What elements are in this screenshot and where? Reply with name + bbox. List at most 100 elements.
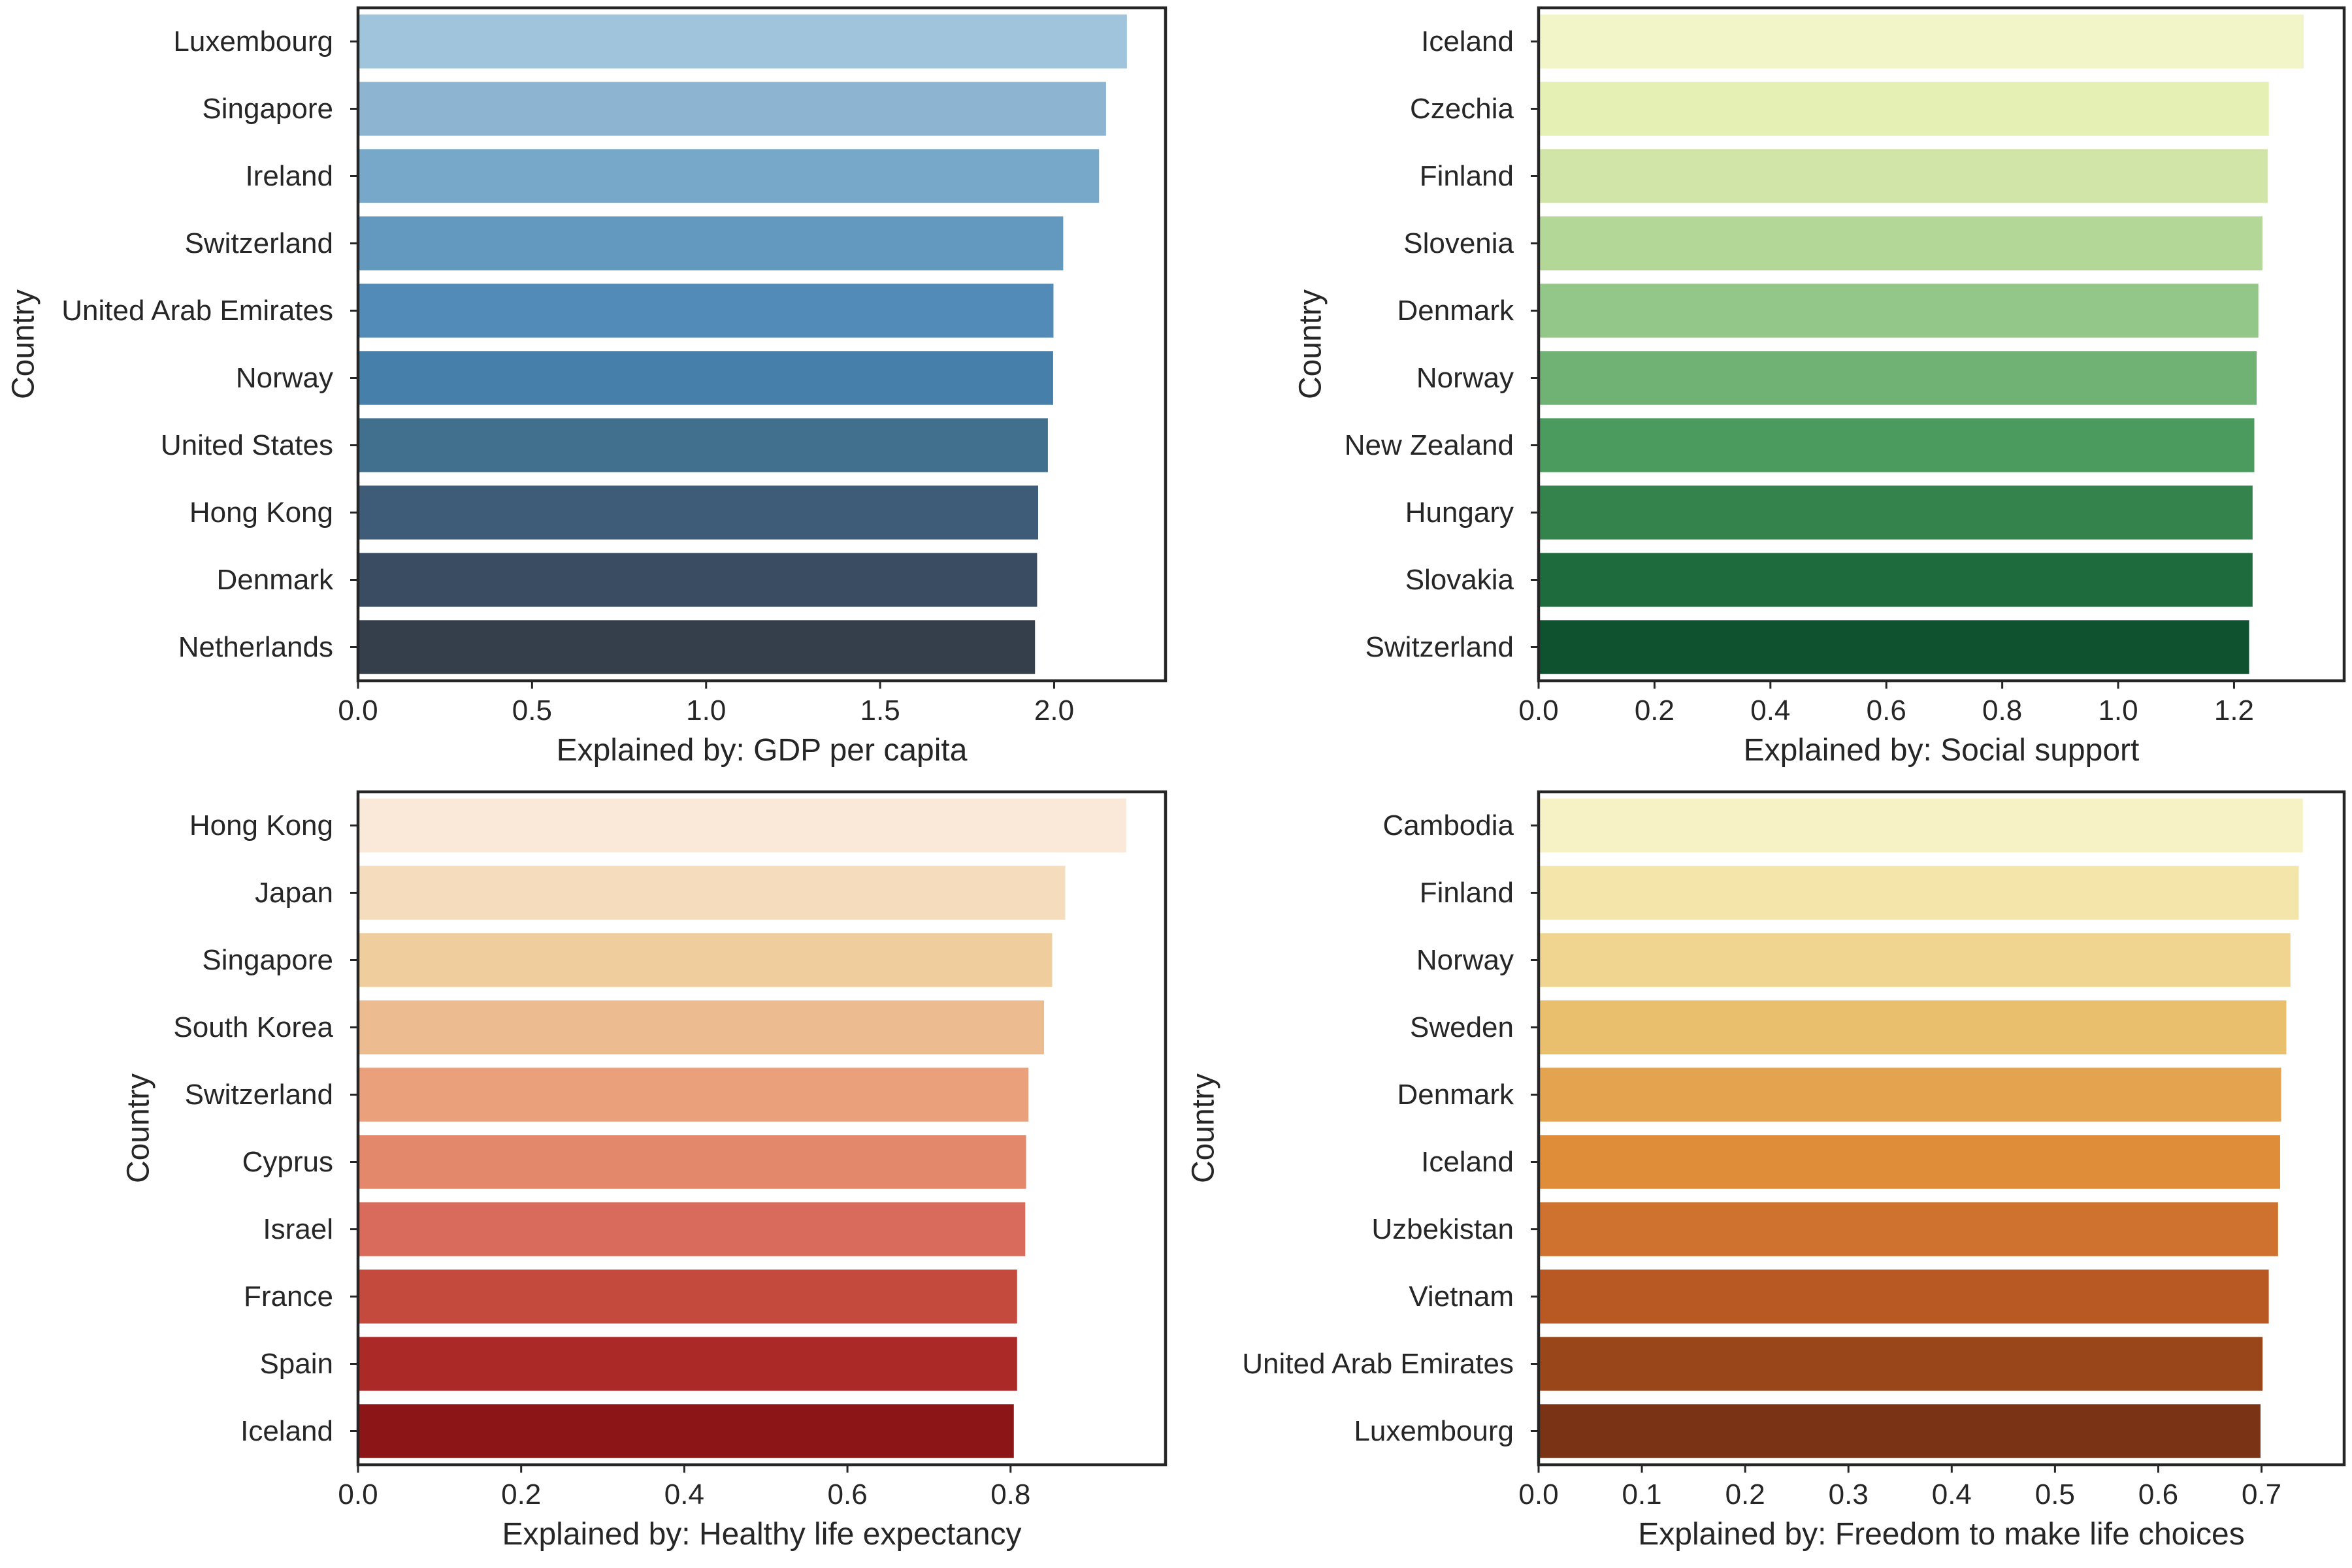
x-tick-label: 0.8 <box>990 1478 1030 1511</box>
y-tick-label: Singapore <box>202 93 333 125</box>
bar-norway <box>358 351 1053 405</box>
bar-france <box>358 1269 1017 1324</box>
x-axis-label: Explained by: Social support <box>1744 733 2140 768</box>
y-axis-label: Country <box>122 1073 156 1183</box>
x-tick-label: 0.5 <box>2035 1478 2075 1511</box>
bar-slovenia <box>1539 216 2262 270</box>
y-tick-label: Cambodia <box>1382 809 1514 841</box>
bar-switzerland <box>358 1068 1029 1122</box>
y-tick-label: United States <box>161 429 333 461</box>
axes-frame <box>356 790 1168 1467</box>
x-tick-label: 1.0 <box>686 694 726 727</box>
x-tick-label: 0.5 <box>512 694 552 727</box>
bar-iceland <box>1539 14 2304 69</box>
y-tick-label: Netherlands <box>178 631 333 663</box>
y-tick-label: Norway <box>1416 944 1514 976</box>
bar-netherlands <box>358 620 1036 674</box>
x-tick-label: 2.0 <box>1034 694 1074 727</box>
chart-panel-3: Hong Kong Japan Singapore South Korea Switze… <box>122 790 1168 1552</box>
y-tick-label: Singapore <box>202 944 333 976</box>
y-tick-label: Denmark <box>1397 1079 1514 1111</box>
bar-denmark <box>1539 284 2259 338</box>
bar-singapore <box>358 933 1053 987</box>
x-tick-label: 1.2 <box>2214 694 2254 727</box>
y-tick-label: United Arab Emirates <box>61 295 333 327</box>
y-axis-label: Country <box>7 289 41 399</box>
bar-norway <box>1539 351 2257 405</box>
y-tick-label: Ireland <box>245 160 333 192</box>
bar-slovakia <box>1539 553 2253 607</box>
bar-czechia <box>1539 82 2269 136</box>
y-tick-label: Czechia <box>1410 93 1514 125</box>
axes-frame <box>1537 6 2346 683</box>
x-tick-label: 1.5 <box>860 694 900 727</box>
x-tick-label: 0.0 <box>338 1478 378 1511</box>
chart-panel-1: Luxembourg Singapore Ireland Switzerland Uni… <box>7 6 1168 768</box>
bar-norway <box>1539 933 2291 987</box>
bar-japan <box>358 866 1066 920</box>
y-tick-label: United Arab Emirates <box>1242 1348 1514 1380</box>
x-tick-label: 0.4 <box>664 1478 704 1511</box>
bar-vietnam <box>1539 1269 2269 1324</box>
y-tick-label: Luxembourg <box>1354 1415 1514 1447</box>
bar-finland <box>1539 866 2299 920</box>
x-axis-label: Explained by: GDP per capita <box>557 733 968 768</box>
x-tick-label: 0.3 <box>1829 1478 1869 1511</box>
y-tick-label: Iceland <box>240 1415 333 1447</box>
y-tick-label: Vietnam <box>1409 1281 1514 1313</box>
bar-sweden <box>1539 1000 2287 1054</box>
bar-united-states <box>358 418 1048 472</box>
x-tick-label: 0.6 <box>828 1478 868 1511</box>
x-tick-label: 0.0 <box>1518 1478 1558 1511</box>
bar-switzerland <box>1539 620 2249 674</box>
y-tick-label: Denmark <box>1397 295 1514 327</box>
bar-luxembourg <box>358 14 1127 69</box>
bar-denmark <box>358 553 1037 607</box>
y-tick-label: Norway <box>236 362 333 394</box>
bar-finland <box>1539 149 2268 203</box>
x-tick-label: 0.7 <box>2242 1478 2281 1511</box>
bar-south-korea <box>358 1000 1044 1054</box>
y-tick-label: Slovenia <box>1403 227 1514 259</box>
y-tick-label: South Korea <box>173 1011 333 1043</box>
y-tick-label: Spain <box>259 1348 333 1380</box>
bar-cyprus <box>358 1135 1026 1189</box>
y-tick-label: Finland <box>1420 877 1514 909</box>
y-tick-label: Japan <box>255 877 333 909</box>
bar-united-arab-emirates <box>1539 1337 2263 1391</box>
x-tick-label: 0.4 <box>1750 694 1790 727</box>
y-tick-label: Hong Kong <box>189 809 333 841</box>
bar-switzerland <box>358 216 1064 270</box>
y-tick-label: Hong Kong <box>189 497 333 529</box>
x-tick-label: 0.6 <box>2138 1478 2178 1511</box>
x-tick-label: 0.2 <box>1635 694 1674 727</box>
bar-spain <box>358 1337 1017 1391</box>
bar-ireland <box>358 149 1100 203</box>
x-tick-label: 0.4 <box>1932 1478 1972 1511</box>
bar-hungary <box>1539 485 2253 540</box>
y-tick-label: Sweden <box>1410 1011 1514 1043</box>
axes-frame <box>356 6 1168 683</box>
x-tick-label: 0.6 <box>1867 694 1906 727</box>
y-tick-label: Iceland <box>1421 1146 1514 1178</box>
chart-panel-2: Iceland Czechia Finland Slovenia Denmark Norw… <box>1294 6 2346 768</box>
y-tick-label: Denmark <box>217 564 334 596</box>
y-axis-label: Country <box>1186 1073 1221 1183</box>
x-tick-label: 1.0 <box>2098 694 2138 727</box>
bar-israel <box>358 1202 1026 1256</box>
x-tick-label: 0.2 <box>1725 1478 1765 1511</box>
y-tick-label: France <box>244 1281 333 1313</box>
y-axis-label: Country <box>1294 289 1328 399</box>
bar-hong-kong <box>358 485 1039 540</box>
y-tick-label: Norway <box>1416 362 1514 394</box>
x-axis-label: Explained by: Freedom to make life choic… <box>1638 1517 2244 1552</box>
y-tick-label: Slovakia <box>1405 564 1514 596</box>
x-tick-label: 0.0 <box>1518 694 1558 727</box>
chart-panel-4: Cambodia Finland Norway Sweden Denmark Icelan… <box>1186 790 2346 1552</box>
bar-hong-kong <box>358 798 1127 853</box>
y-tick-label: Israel <box>263 1213 333 1245</box>
y-tick-label: Switzerland <box>185 227 333 259</box>
x-axis-label: Explained by: Healthy life expectancy <box>502 1517 1021 1552</box>
bar-uzbekistan <box>1539 1202 2278 1256</box>
